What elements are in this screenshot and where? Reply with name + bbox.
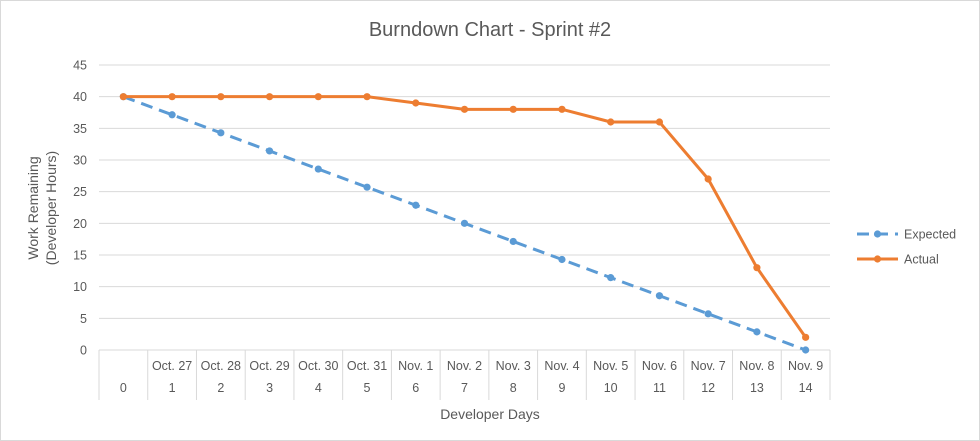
y-tick-label: 25 bbox=[73, 185, 87, 199]
data-point-expected bbox=[753, 328, 761, 336]
x-day-label: 6 bbox=[412, 381, 419, 395]
x-day-label: 12 bbox=[701, 381, 715, 395]
x-date-label: Oct. 29 bbox=[249, 359, 289, 373]
data-point-actual bbox=[802, 333, 810, 341]
y-tick-label: 30 bbox=[73, 154, 87, 168]
x-date-label: Nov. 6 bbox=[642, 359, 677, 373]
y-tick-label: 20 bbox=[73, 217, 87, 231]
data-point-expected bbox=[412, 201, 420, 209]
x-axis-title: Developer Days bbox=[440, 406, 540, 422]
y-axis-ticks: 0 5 10 15 20 25 30 35 40 45 bbox=[73, 59, 87, 358]
series-actual bbox=[119, 93, 810, 341]
x-date-label: Nov. 7 bbox=[691, 359, 726, 373]
data-point-actual bbox=[704, 175, 712, 183]
chart-title: Burndown Chart - Sprint #2 bbox=[369, 19, 611, 41]
x-day-label: 2 bbox=[217, 381, 224, 395]
x-day-label: 1 bbox=[169, 381, 176, 395]
x-day-label: 9 bbox=[558, 381, 565, 395]
data-point-expected bbox=[509, 237, 517, 246]
legend-marker bbox=[873, 255, 882, 263]
data-point-actual bbox=[265, 93, 274, 101]
x-day-label: 11 bbox=[653, 381, 666, 395]
x-date-label: Nov. 1 bbox=[398, 359, 433, 373]
x-date-label: Oct. 27 bbox=[152, 359, 192, 373]
data-point-expected bbox=[802, 346, 810, 354]
x-axis-table: 0 Oct. 27 1 Oct. 28 2 Oct. 29 3 Oct. 30 4 Oct. 31… bbox=[98, 350, 831, 400]
x-date-label: Oct. 30 bbox=[298, 359, 338, 373]
data-point-actual bbox=[509, 105, 517, 113]
y-axis-title-line-2: (Developer Hours) bbox=[43, 151, 59, 265]
y-tick-label: 35 bbox=[73, 122, 87, 136]
x-day-label: 0 bbox=[120, 381, 127, 395]
data-point-expected bbox=[558, 255, 566, 264]
data-point-expected bbox=[265, 147, 274, 155]
data-point-actual bbox=[119, 93, 127, 101]
data-point-expected bbox=[314, 165, 322, 173]
data-point-actual bbox=[753, 264, 761, 272]
legend: Expected Actual bbox=[857, 228, 956, 267]
y-tick-label: 45 bbox=[73, 59, 87, 73]
x-date-label: Nov. 5 bbox=[593, 359, 628, 373]
legend-marker bbox=[873, 230, 882, 238]
data-point-expected bbox=[460, 219, 469, 227]
data-point-expected bbox=[168, 111, 176, 119]
data-point-actual bbox=[217, 93, 225, 101]
data-point-actual bbox=[412, 99, 420, 107]
y-tick-label: 40 bbox=[73, 90, 87, 104]
x-day-label: 7 bbox=[461, 381, 468, 395]
x-day-label: 5 bbox=[364, 381, 371, 395]
x-day-label: 3 bbox=[266, 381, 273, 395]
data-point-expected bbox=[655, 292, 664, 300]
x-date-label: Nov. 8 bbox=[739, 359, 774, 373]
y-axis-title-line-1: Work Remaining bbox=[25, 156, 41, 259]
x-day-label: 8 bbox=[510, 381, 517, 395]
data-point-expected bbox=[217, 129, 225, 137]
data-point-actual bbox=[460, 105, 469, 113]
data-point-actual bbox=[655, 118, 664, 126]
y-tick-label: 15 bbox=[73, 249, 87, 263]
x-date-label: Nov. 4 bbox=[544, 359, 579, 373]
x-date-label: Nov. 2 bbox=[447, 359, 482, 373]
x-date-label: Nov. 3 bbox=[496, 359, 531, 373]
data-point-actual bbox=[558, 105, 566, 113]
data-point-actual bbox=[314, 93, 322, 101]
x-day-label: 14 bbox=[799, 381, 813, 395]
x-day-label: 4 bbox=[315, 381, 322, 395]
y-tick-label: 5 bbox=[80, 312, 87, 326]
data-point-actual bbox=[363, 93, 371, 101]
y-tick-label: 0 bbox=[80, 344, 87, 358]
x-date-label: Nov. 9 bbox=[788, 359, 823, 373]
data-point-expected bbox=[607, 274, 615, 282]
series-expected bbox=[119, 93, 810, 354]
series-layer bbox=[119, 93, 810, 354]
x-date-label: Oct. 28 bbox=[201, 359, 241, 373]
x-day-label: 13 bbox=[750, 381, 764, 395]
legend-label-expected: Expected bbox=[904, 228, 956, 242]
data-point-expected bbox=[363, 183, 371, 191]
data-point-expected bbox=[704, 310, 712, 318]
legend-label-actual: Actual bbox=[904, 253, 939, 267]
data-point-actual bbox=[607, 118, 615, 126]
x-date-label: Oct. 31 bbox=[347, 359, 387, 373]
data-point-actual bbox=[168, 93, 176, 101]
x-day-label: 10 bbox=[604, 381, 618, 395]
y-tick-label: 10 bbox=[73, 280, 87, 294]
